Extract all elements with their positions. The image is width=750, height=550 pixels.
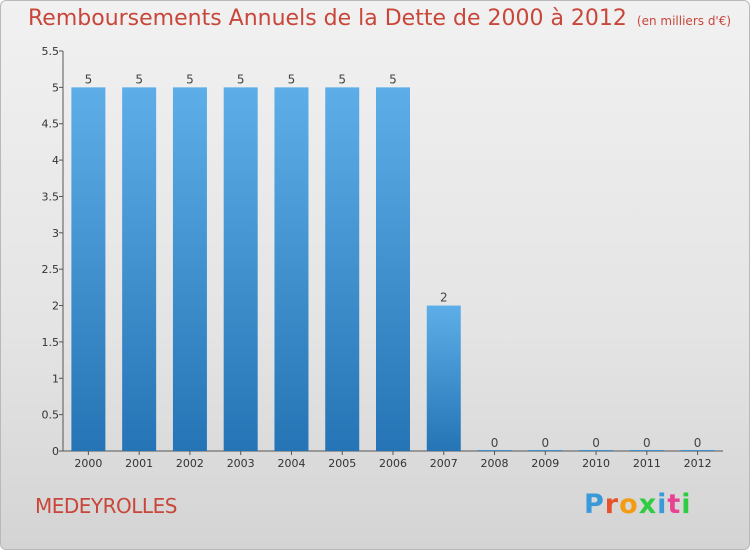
y-tick-label: 5.5 (42, 45, 60, 58)
chart-subtitle: (en milliers d'€) (636, 14, 732, 28)
x-tick-label: 2003 (227, 457, 255, 470)
y-tick-label: 4 (52, 154, 59, 167)
y-tick-label: 3 (52, 227, 59, 240)
y-tick-label: 1.5 (42, 336, 60, 349)
value-label: 0 (592, 436, 600, 450)
title-text: Remboursements Annuels de la Dette de 20… (28, 6, 627, 31)
y-tick-label: 1 (52, 372, 59, 385)
x-tick-label: 2008 (481, 457, 509, 470)
bar-2002 (172, 87, 207, 451)
bar-2009 (528, 450, 563, 451)
value-label: 5 (186, 72, 194, 86)
y-tick-label: 3.5 (42, 190, 60, 203)
bar-2010 (579, 450, 614, 451)
value-label: 5 (389, 72, 397, 86)
chart-axes: 0 0.5 1 1.5 2 2.5 3 3.5 4 4.5 5 5.5 (42, 45, 723, 458)
x-tick-label: 2005 (328, 457, 356, 470)
y-tick-label: 5 (52, 81, 59, 94)
logo-letter: i (681, 489, 692, 520)
y-tick-label: 2 (52, 300, 59, 313)
bar-2011 (629, 450, 664, 451)
bar-2005 (325, 87, 360, 451)
value-label: 5 (85, 72, 93, 86)
logo-letter: P (584, 489, 605, 520)
x-tick-label: 2006 (379, 457, 407, 470)
bar-2003 (223, 87, 258, 451)
x-tick-label: 2001 (125, 457, 153, 470)
logo-letter: r (604, 489, 620, 520)
value-label: 2 (440, 291, 448, 305)
bar-2004 (274, 87, 309, 451)
x-tick-label: 2002 (176, 457, 204, 470)
commune-name: MEDEYROLLES (35, 494, 177, 518)
x-tick-label: 2000 (74, 457, 102, 470)
chart-bars (71, 87, 715, 451)
bar-2001 (122, 87, 157, 451)
logo-letter: o (619, 489, 639, 520)
x-tick-label: 2010 (582, 457, 610, 470)
x-tick-label: 2009 (531, 457, 559, 470)
x-tick-label: 2011 (633, 457, 661, 470)
bar-2007 (426, 305, 461, 451)
value-label: 0 (491, 436, 499, 450)
bar-2012 (680, 450, 715, 451)
value-label: 0 (694, 436, 702, 450)
proxiti-logo: Proxiti (584, 489, 692, 520)
value-label: 5 (338, 72, 346, 86)
logo-letter: x (638, 489, 658, 520)
logo-letter: t (667, 489, 682, 520)
y-tick-label: 4.5 (42, 118, 60, 131)
value-label: 5 (237, 72, 245, 86)
value-label: 0 (541, 436, 549, 450)
y-tick-label: 2.5 (42, 263, 60, 276)
logo-letter: i (657, 489, 668, 520)
bar-2008 (477, 450, 512, 451)
x-tick-label: 2004 (277, 457, 305, 470)
chart-title: Remboursements Annuels de la Dette de 20… (28, 6, 731, 31)
value-label: 5 (288, 72, 296, 86)
x-tick-label: 2007 (430, 457, 458, 470)
x-tick-label: 2012 (684, 457, 712, 470)
y-tick-label: 0.5 (42, 409, 60, 422)
chart-labels: 2000520015200252003520045200552006520072… (74, 72, 711, 470)
y-tick-label: 0 (52, 445, 59, 458)
bar-2000 (71, 87, 106, 451)
value-label: 0 (643, 436, 651, 450)
value-label: 5 (135, 72, 143, 86)
bar-2006 (376, 87, 410, 451)
